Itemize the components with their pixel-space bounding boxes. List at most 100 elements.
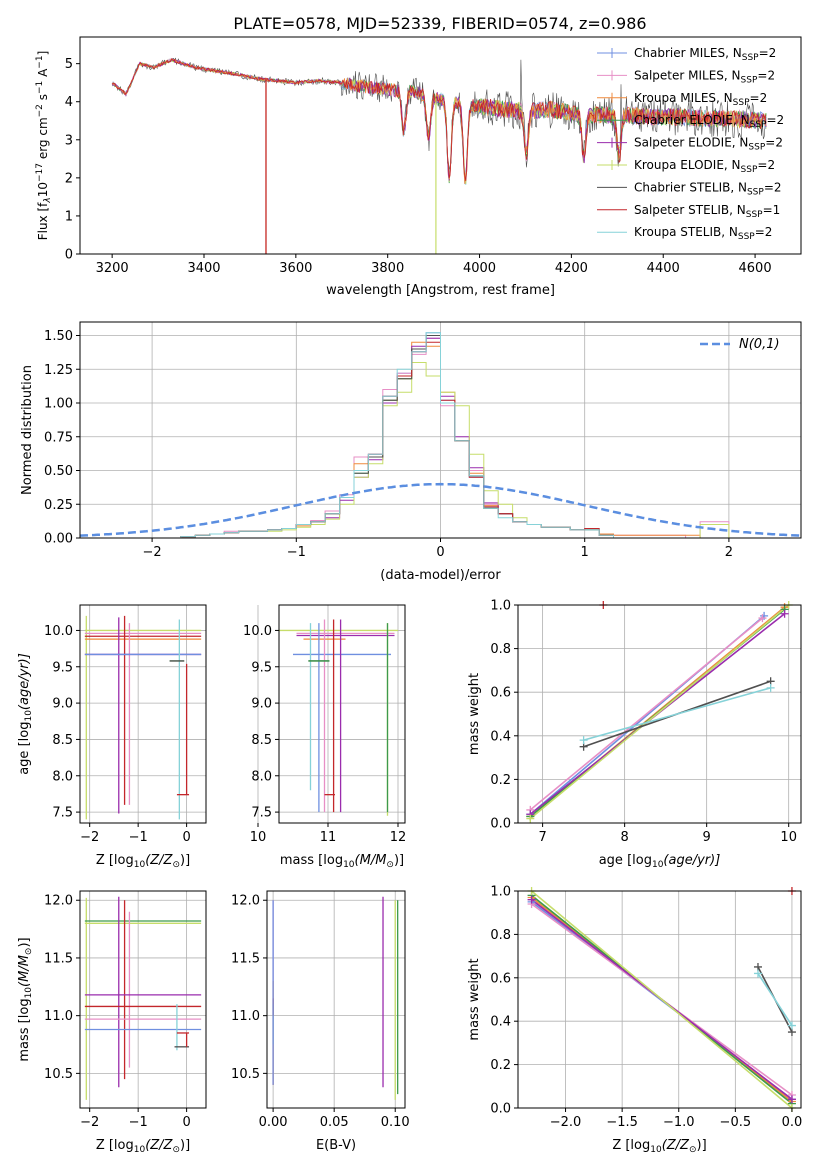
y-tick-label: 10.5 — [44, 1067, 73, 1082]
legend: Chabrier MILES, NSSP​=2 Salpeter MILES, N… — [597, 46, 784, 242]
y-tick-label: 11.0 — [231, 1009, 260, 1024]
x-tick-label: 0.05 — [320, 1115, 349, 1130]
y-tick-label: 8.0 — [52, 769, 73, 784]
y-tick-label: 0.6 — [490, 971, 511, 986]
spectrum-series — [111, 58, 767, 181]
y-tick-label: 1.0 — [490, 885, 511, 900]
label-part: Z [log — [96, 1138, 134, 1153]
y-tick-label: 0.4 — [490, 729, 511, 744]
plot-area — [279, 619, 398, 816]
label-part: Salpeter MILES, N — [634, 68, 741, 82]
x-tick-label: −1 — [129, 1115, 148, 1130]
y-tick-label: 10.0 — [243, 624, 272, 639]
legend-label: N(0,1) — [739, 337, 780, 352]
y-tick-label: 9.0 — [52, 697, 73, 712]
x-tick-label: −2 — [80, 830, 99, 845]
x-tick-label: 3200 — [96, 261, 129, 276]
label-part: SSP — [741, 165, 758, 175]
y-axis-label: age [log10​(age/yr)] — [17, 653, 34, 775]
weight-marker — [579, 736, 588, 745]
label-part: =2 — [750, 91, 768, 105]
y-tick-label: 3 — [65, 133, 73, 148]
label-part: Chabrier MILES, N — [634, 46, 742, 60]
x-tick-label: 4600 — [739, 261, 772, 276]
x-tick-label: 4000 — [463, 261, 496, 276]
plot-area — [531, 891, 793, 1108]
label-part: )] — [17, 937, 32, 947]
legend-label: Chabrier STELIB, NSSP​=2 — [634, 180, 782, 197]
label-part: −1 — [35, 55, 45, 68]
weight-vs-z-axes: −2.0 −1.5 −1.0 −0.5 0.0 0.0 0.2 0.4 0.6 0.8 1.0 Z [… — [467, 885, 802, 1156]
label-part: mass [log — [17, 998, 32, 1061]
y-tick-label: 9.5 — [251, 660, 272, 675]
x-tick-label: 3400 — [187, 261, 220, 276]
plot-area — [84, 896, 202, 1100]
y-tick-label: 0.25 — [44, 498, 73, 513]
y-tick-label: 5 — [65, 57, 73, 72]
weight-marker — [526, 814, 535, 823]
label-part: Kroupa MILES, N — [634, 91, 733, 105]
label-part: SSP — [733, 98, 750, 108]
x-axis-label: mass [log10​(M/M⊙​)] — [280, 853, 404, 870]
y-tick-label: 0.8 — [490, 928, 511, 943]
label-part: Salpeter ELODIE, N — [634, 136, 748, 150]
label-part: )] — [394, 853, 404, 868]
label-part: 10 — [24, 987, 34, 999]
y-tick-label: 10.0 — [44, 624, 73, 639]
y-tick-label: 8.5 — [52, 733, 73, 748]
plot-area — [529, 605, 790, 820]
label-part: SSP — [747, 187, 764, 197]
y-tick-label: 1.00 — [44, 397, 73, 412]
x-tick-label: 3600 — [279, 261, 312, 276]
label-part: age [log — [599, 853, 652, 868]
label-part: −1 — [35, 81, 45, 94]
y-axis-label: mass [log10​(M/M⊙​)] — [17, 937, 34, 1061]
figure-title: PLATE=0578, MJD=52339, FIBERID=0574, z=0… — [233, 14, 646, 33]
y-axis-label: mass weight — [467, 673, 482, 755]
y-tick-label: 2 — [65, 171, 73, 186]
label-part: SSP — [750, 120, 767, 130]
y-tick-label: 0.00 — [44, 532, 73, 547]
weight-marker — [787, 1021, 796, 1030]
y-tick-label: 7.5 — [52, 806, 73, 821]
label-part: 10 — [650, 1145, 662, 1155]
label-part: 10 — [24, 710, 34, 722]
y-tick-label: 11.5 — [231, 951, 260, 966]
label-part: )] — [180, 1138, 190, 1153]
y-tick-label: 11.5 — [44, 951, 73, 966]
x-tick-label: 8 — [620, 830, 628, 845]
x-tick-label: 0.10 — [381, 1115, 410, 1130]
x-tick-label: −2 — [80, 1115, 99, 1130]
x-tick-label: 0 — [182, 830, 190, 845]
label-part: Salpeter STELIB, N — [634, 203, 746, 217]
x-tick-label: −1 — [287, 545, 306, 560]
age-vs-mass-axes: 10 11 12 7.5 8.0 8.5 9.0 9.5 10.0 mass [log10​(M/… — [243, 604, 406, 870]
weight-marker — [758, 614, 767, 623]
y-axis-label: mass weight — [467, 958, 482, 1040]
y-tick-label: 7.5 — [251, 806, 272, 821]
spectrum-axes: 3200 3400 3600 3800 4000 4200 4400 4600 0 1 2 3 4 5 wa… — [35, 36, 802, 298]
x-tick-label: 10 — [250, 830, 267, 845]
label-part: Chabrier STELIB, N — [634, 180, 747, 194]
label-part: 10 — [36, 182, 50, 197]
y-axis-label: Flux [fλ​10−17​ erg cm−2​ s−1​ A−1​] — [35, 51, 53, 241]
plot-area — [111, 57, 767, 254]
label-part: )] — [180, 853, 190, 868]
x-tick-label: 11 — [320, 830, 337, 845]
y-tick-label: 1 — [65, 209, 73, 224]
label-part: SSP — [748, 143, 765, 153]
label-part: (M/M — [355, 853, 387, 868]
label-part: A — [36, 68, 50, 81]
legend-label: Kroupa STELIB, NSSP​=2 — [634, 225, 772, 242]
label-part: =1 — [763, 203, 781, 217]
x-axis-label: Z [log10​(Z/Z⊙​)] — [96, 853, 190, 870]
y-tick-label: 10.5 — [231, 1067, 260, 1082]
normal-curve — [80, 482, 801, 537]
weight-line — [757, 973, 793, 1026]
y-axis-label: Normed distribution — [20, 365, 35, 495]
x-axis-label: age [log10​(age/yr)] — [599, 853, 721, 870]
y-tick-label: 9.0 — [251, 697, 272, 712]
label-part: =2 — [757, 68, 775, 82]
label-part: Kroupa STELIB, N — [634, 225, 738, 239]
